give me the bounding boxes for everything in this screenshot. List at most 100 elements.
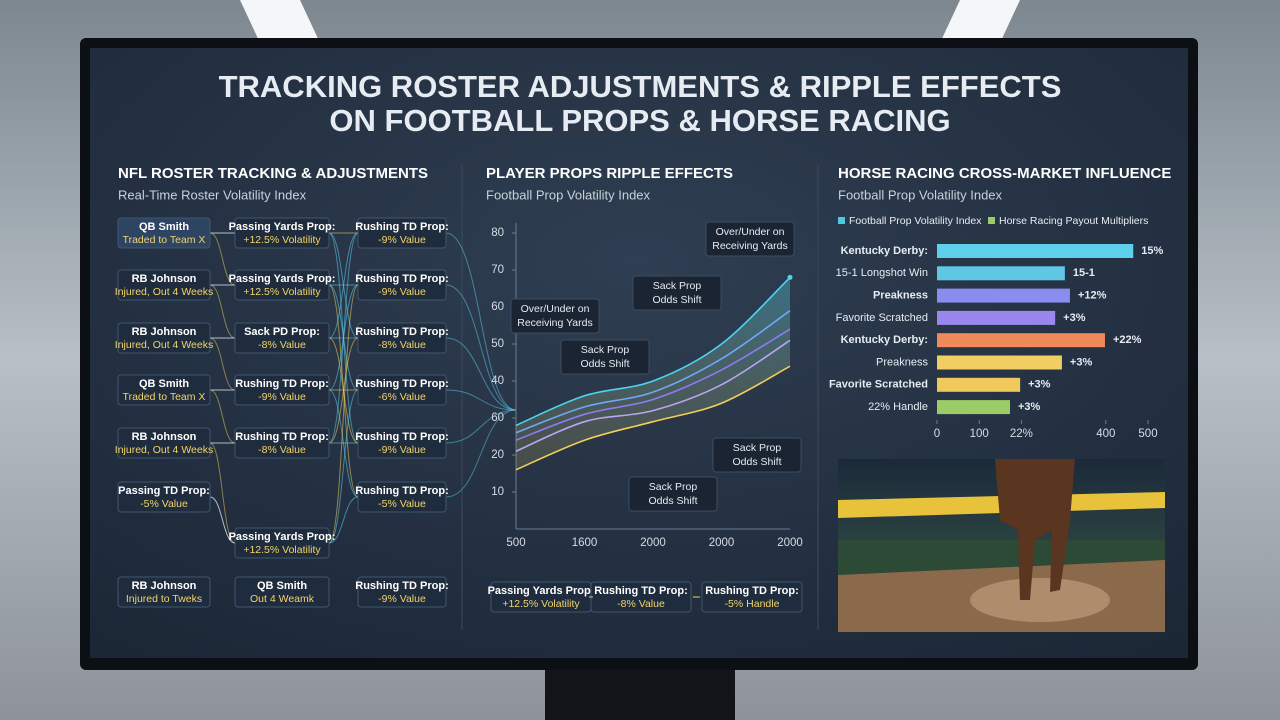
annotation: Sack Prop [581,344,630,356]
bar-label: Preakness [876,356,928,368]
node-detail: +12.5% Volatility [243,234,321,246]
node-title: Passing Yards Prop: [229,531,336,543]
node-box [234,322,330,354]
node-detail: +12.5% Volatility [502,598,580,610]
node-detail: Out 4 Weamk [250,593,315,605]
bar-note: 15% [1141,245,1163,257]
connector [328,337,359,444]
node-detail: Injured, Out 4 Weeks [115,339,213,351]
node-detail: -5% Handle [725,598,780,610]
node-detail: -9% Value [378,593,426,605]
x-tick-label: 2000 [777,537,803,549]
x-tick-label: 22% [1010,428,1033,440]
panel-subtitle: Football Prop Volatility Index [838,187,1003,202]
connector [445,389,517,411]
node-box [357,374,447,406]
photo-horse [995,459,1075,600]
node-detail: Traded to Team X [123,391,206,403]
connector [209,284,236,339]
x-tick-label: 500 [506,537,525,549]
node-title: Rushing TD Prop: [594,585,688,597]
legend-label: Football Prop Volatility Index [849,215,982,227]
x-tick-label: 2000 [640,537,666,549]
annotation: Receiving Yards [712,240,787,252]
annotation: Over/Under on [521,303,590,315]
node-title: RB Johnson [132,431,197,443]
panel-subtitle: Football Prop Volatility Index [486,187,651,202]
x-tick-label: 400 [1096,428,1115,440]
annotation: Sack Prop [733,442,782,454]
node-detail: Traded to Team X [123,234,206,246]
connector [445,409,517,444]
node-box [234,527,330,559]
ceiling-light [240,0,318,38]
node-box [357,576,447,608]
node-box [117,374,211,406]
node-title: RB Johnson [132,273,197,285]
node-title: Sack PD Prop: [244,326,320,338]
bar [937,333,1105,348]
node-detail: -9% Value [378,286,426,298]
bar-note: +3% [1070,356,1093,368]
annotation-box [705,221,795,257]
node-title: Rushing TD Prop: [235,431,329,443]
annotation: Over/Under on [716,226,785,238]
node-title: Rushing TD Prop: [355,221,449,233]
annotation-box [632,275,722,311]
connector [209,232,236,286]
node-title: Passing Yards Prop: [229,273,336,285]
annotation: Odds Shift [652,294,701,306]
node-box [234,374,330,406]
race-photo [838,459,1165,632]
node-box [117,322,211,354]
series-line [515,310,791,434]
connector [445,409,517,498]
annotation: Receiving Yards [517,317,592,329]
connector [445,337,517,411]
node-box [234,269,330,301]
annotation-box [628,476,718,512]
node-box [357,481,447,513]
node-title: QB Smith [257,580,307,592]
bar-note: +3% [1018,401,1041,413]
bar-note: +12% [1078,290,1107,302]
annotation-box [560,339,650,375]
node-title: Rushing TD Prop: [355,326,449,338]
node-detail: -5% Value [378,498,426,510]
bar-label: Kentucky Derby: [841,245,928,257]
bar-label: Favorite Scratched [829,379,928,391]
connector [328,232,359,444]
bar [937,310,1056,325]
y-tick-label: 10 [491,486,504,498]
ceiling-light [942,0,1020,38]
annotation: Odds Shift [580,358,629,370]
node-detail: +12.5% Volatility [243,286,321,298]
node-detail: -8% Value [378,339,426,351]
annotation: Sack Prop [649,481,698,493]
node-detail: -5% Value [140,498,188,510]
y-tick-label: 40 [491,375,504,387]
node-title: Rushing TD Prop: [355,378,449,390]
bar [937,288,1070,303]
annotation: Odds Shift [732,456,781,468]
node-title: Passing Yards Prop: [488,585,595,597]
panel-subtitle: Real-Time Roster Volatility Index [118,187,307,202]
connector [445,232,517,411]
node-title: QB Smith [139,221,189,233]
node-box [117,427,211,459]
point [787,274,793,280]
series-line [515,328,791,441]
node-box [234,217,330,249]
node-box [117,576,211,608]
bar [937,266,1065,281]
node-detail: -8% Value [617,598,665,610]
node-detail: -6% Value [378,391,426,403]
legend-swatch [988,217,995,224]
annotation-box [510,298,600,334]
y-tick-label: 20 [491,449,504,461]
node-detail: -9% Value [378,234,426,246]
node-title: RB Johnson [132,326,197,338]
bar-note: +3% [1063,312,1086,324]
node-detail: -9% Value [378,444,426,456]
